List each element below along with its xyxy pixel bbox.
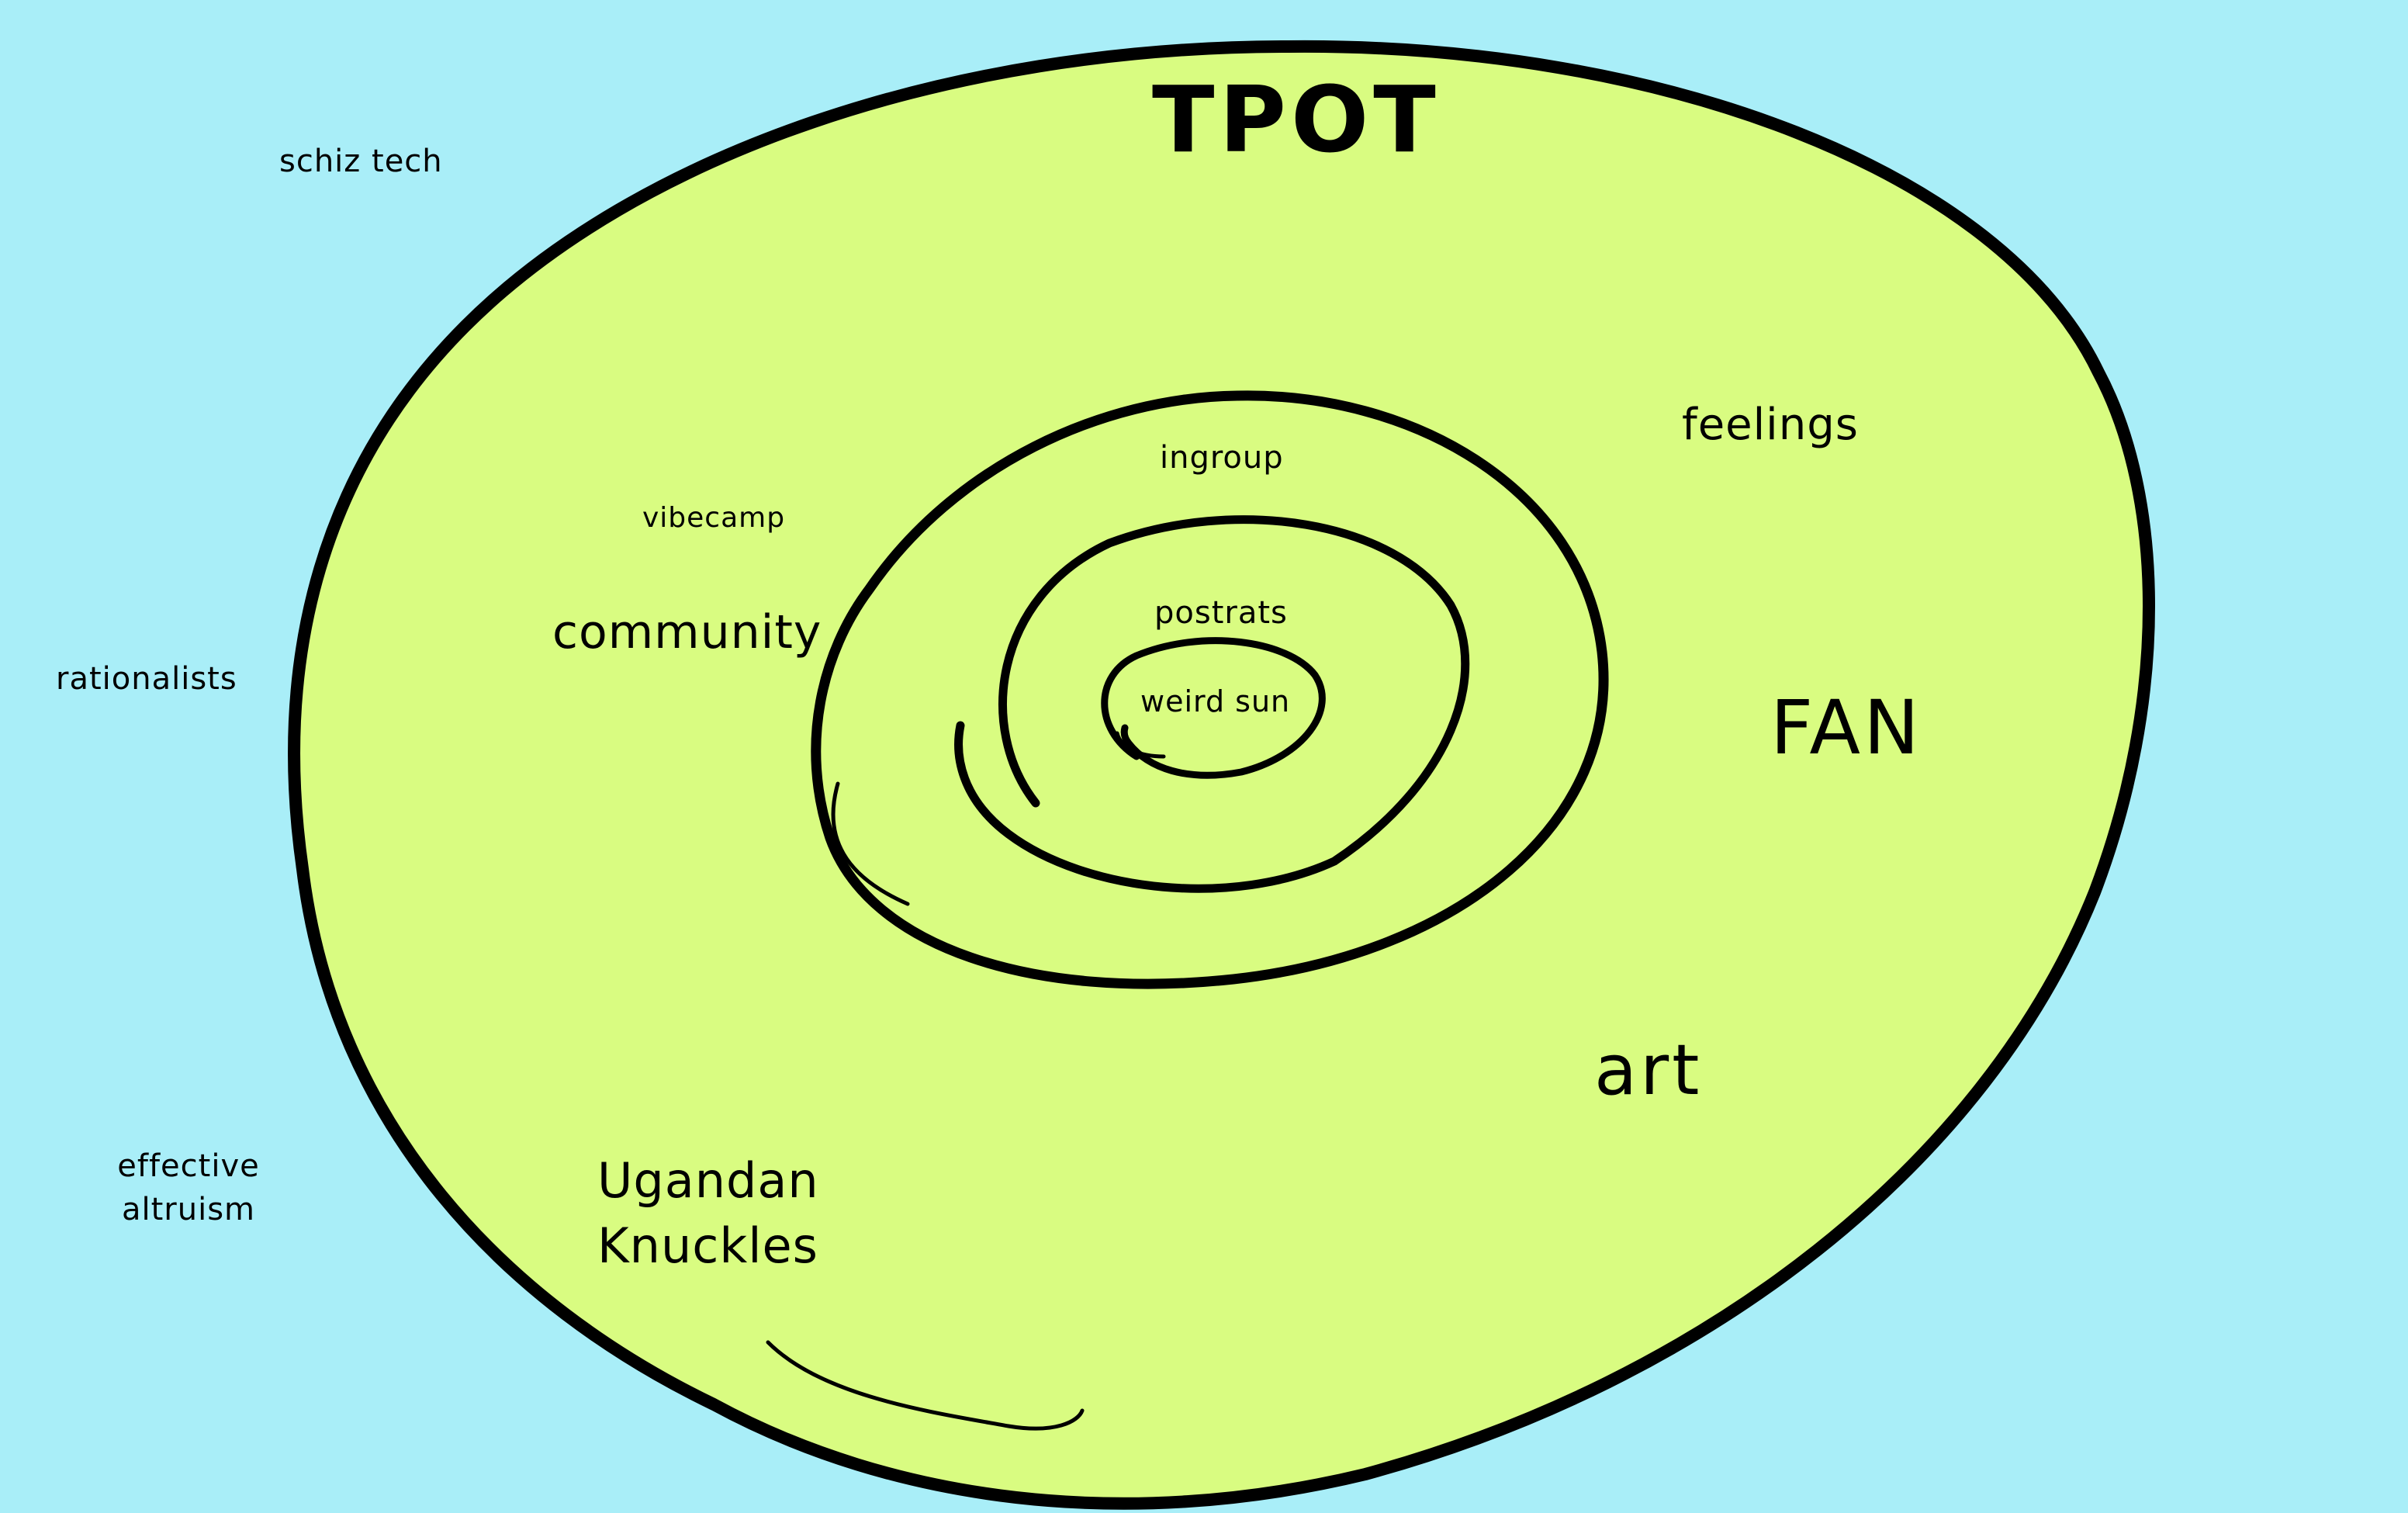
outer-swoosh-stroke	[766, 1340, 1085, 1431]
effective-altruism-line1: effective	[117, 1148, 260, 1184]
fan-label: FAN	[1770, 684, 1922, 771]
vibecamp-label: vibecamp	[642, 502, 786, 534]
feelings-label: feelings	[1682, 400, 1859, 450]
ugandan-knuckles-line2: Knuckles	[597, 1217, 818, 1274]
postrats-ring	[954, 515, 1470, 893]
art-label: art	[1594, 1030, 1703, 1111]
ingroup-ring	[811, 390, 1609, 989]
postrats-label: postrats	[1154, 595, 1288, 631]
effective-altruism-label: effective altruism	[99, 1144, 278, 1231]
weird-sun-ring-tail	[1115, 731, 1166, 759]
community-label: community	[552, 605, 822, 660]
schiz-tech-label: schiz tech	[279, 144, 443, 179]
ugandan-knuckles-line1: Ugandan	[597, 1152, 819, 1209]
ugandan-knuckles-label: Ugandan Knuckles	[597, 1148, 846, 1278]
ingroup-ring-flick	[831, 781, 910, 906]
ingroup-label: ingroup	[1160, 440, 1284, 476]
weird-sun-label: weird sun	[1140, 684, 1291, 718]
rationalists-label: rationalists	[56, 661, 237, 697]
tpot-label: TPOT	[1152, 66, 1441, 173]
effective-altruism-line2: altruism	[121, 1192, 256, 1227]
